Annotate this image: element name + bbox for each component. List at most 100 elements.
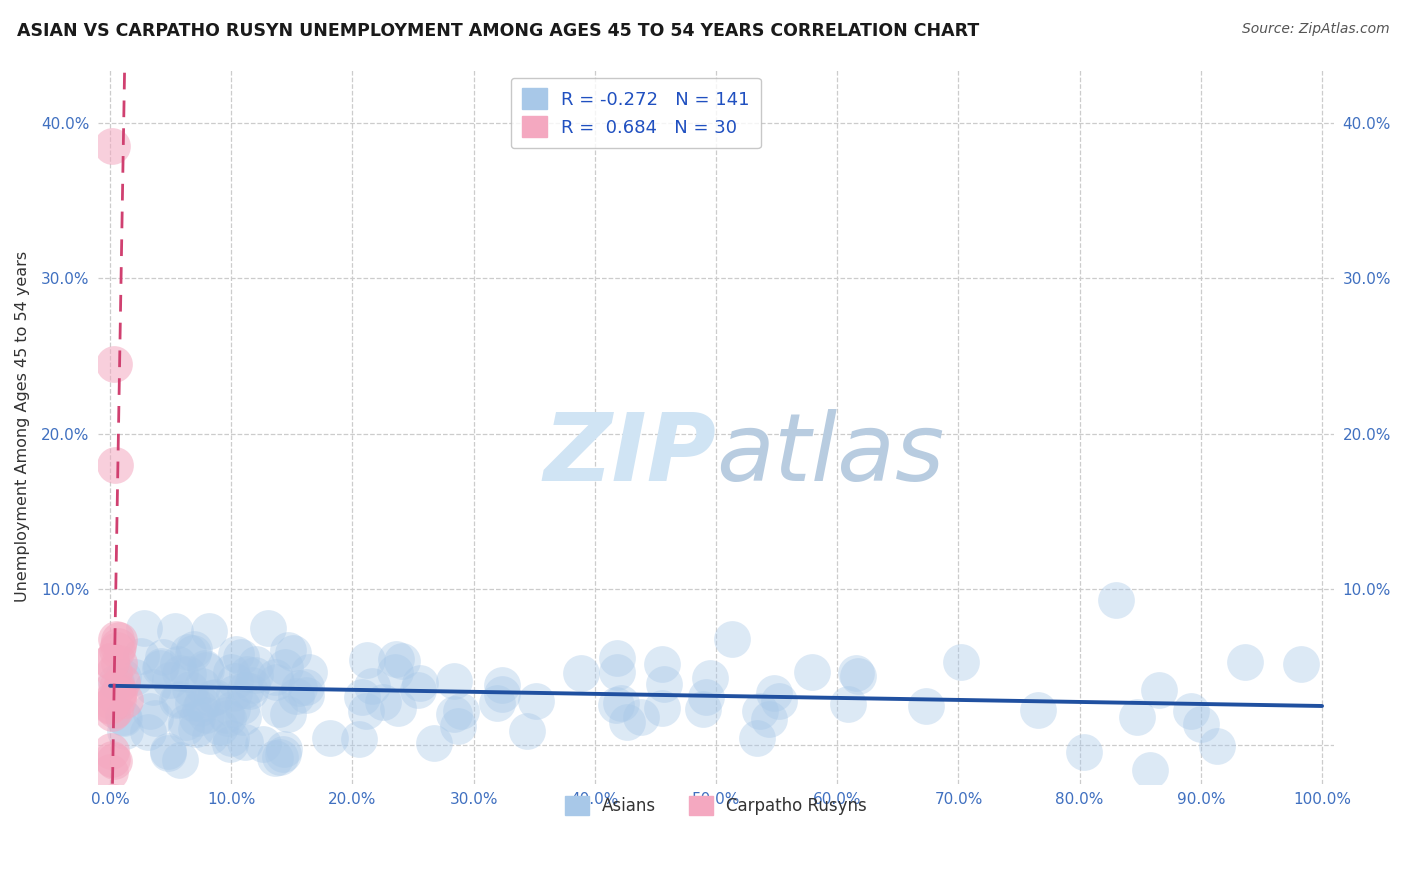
Point <box>177 645 200 659</box>
Point <box>605 698 627 712</box>
Point <box>486 696 509 710</box>
Point <box>111 710 134 724</box>
Point <box>384 665 406 679</box>
Point <box>104 797 127 812</box>
Text: Source: ZipAtlas.com: Source: ZipAtlas.com <box>1241 22 1389 37</box>
Point <box>184 722 207 736</box>
Point <box>152 649 174 664</box>
Point <box>169 753 191 767</box>
Point <box>100 799 122 814</box>
Point <box>107 691 129 706</box>
Point <box>231 698 253 713</box>
Point <box>98 698 121 713</box>
Point <box>695 690 717 705</box>
Point <box>758 712 780 726</box>
Point <box>107 657 129 671</box>
Point <box>269 749 291 764</box>
Point <box>169 666 191 681</box>
Point <box>1105 593 1128 607</box>
Point <box>103 665 125 679</box>
Point <box>239 683 262 698</box>
Point <box>610 697 633 711</box>
Point <box>222 686 245 700</box>
Point <box>1147 683 1170 698</box>
Point <box>217 711 239 725</box>
Legend: Asians, Carpatho Rusyns: Asians, Carpatho Rusyns <box>555 786 877 825</box>
Point <box>423 736 446 750</box>
Point <box>692 702 714 716</box>
Point <box>409 676 432 690</box>
Point <box>235 683 257 698</box>
Point <box>157 746 180 760</box>
Point <box>114 724 136 739</box>
Point <box>174 720 197 734</box>
Point <box>112 670 135 684</box>
Point <box>201 690 224 705</box>
Point <box>284 689 307 703</box>
Point <box>447 719 470 733</box>
Point <box>150 658 173 673</box>
Point <box>845 666 868 681</box>
Point <box>143 710 166 724</box>
Point <box>101 139 124 153</box>
Point <box>103 795 125 809</box>
Text: ASIAN VS CARPATHO RUSYN UNEMPLOYMENT AMONG AGES 45 TO 54 YEARS CORRELATION CHART: ASIAN VS CARPATHO RUSYN UNEMPLOYMENT AMO… <box>17 22 979 40</box>
Point <box>450 704 472 718</box>
Point <box>181 646 204 660</box>
Point <box>298 665 321 679</box>
Point <box>606 650 628 665</box>
Point <box>1139 763 1161 777</box>
Point <box>391 654 413 668</box>
Point <box>136 725 159 739</box>
Point <box>295 688 318 702</box>
Point <box>1206 739 1229 753</box>
Point <box>194 707 217 722</box>
Point <box>240 678 263 692</box>
Point <box>181 696 204 710</box>
Point <box>167 692 190 706</box>
Point <box>142 680 165 694</box>
Point <box>264 751 287 765</box>
Point <box>768 694 790 708</box>
Point <box>651 700 673 714</box>
Point <box>100 706 122 720</box>
Point <box>606 665 628 679</box>
Point <box>257 621 280 635</box>
Point <box>294 680 316 694</box>
Point <box>219 737 242 751</box>
Point <box>800 665 823 679</box>
Point <box>112 711 135 725</box>
Point <box>98 699 121 714</box>
Point <box>224 673 246 688</box>
Point <box>231 650 253 665</box>
Point <box>156 744 179 758</box>
Point <box>233 735 256 749</box>
Point <box>387 701 409 715</box>
Point <box>630 710 652 724</box>
Point <box>105 680 128 694</box>
Point <box>183 641 205 656</box>
Point <box>281 646 304 660</box>
Point <box>149 661 172 675</box>
Point <box>100 654 122 668</box>
Point <box>406 682 429 697</box>
Point <box>215 707 238 722</box>
Point <box>100 744 122 758</box>
Point <box>103 357 125 371</box>
Point <box>274 659 297 673</box>
Point <box>100 694 122 708</box>
Point <box>271 747 294 762</box>
Point <box>107 687 129 701</box>
Point <box>188 701 211 715</box>
Point <box>384 651 406 665</box>
Point <box>98 765 121 780</box>
Point <box>139 704 162 718</box>
Point <box>105 632 128 646</box>
Point <box>1180 704 1202 718</box>
Point <box>105 643 128 657</box>
Point <box>354 704 377 718</box>
Point <box>269 702 291 716</box>
Text: ZIP: ZIP <box>543 409 716 500</box>
Point <box>749 704 772 718</box>
Point <box>245 657 267 672</box>
